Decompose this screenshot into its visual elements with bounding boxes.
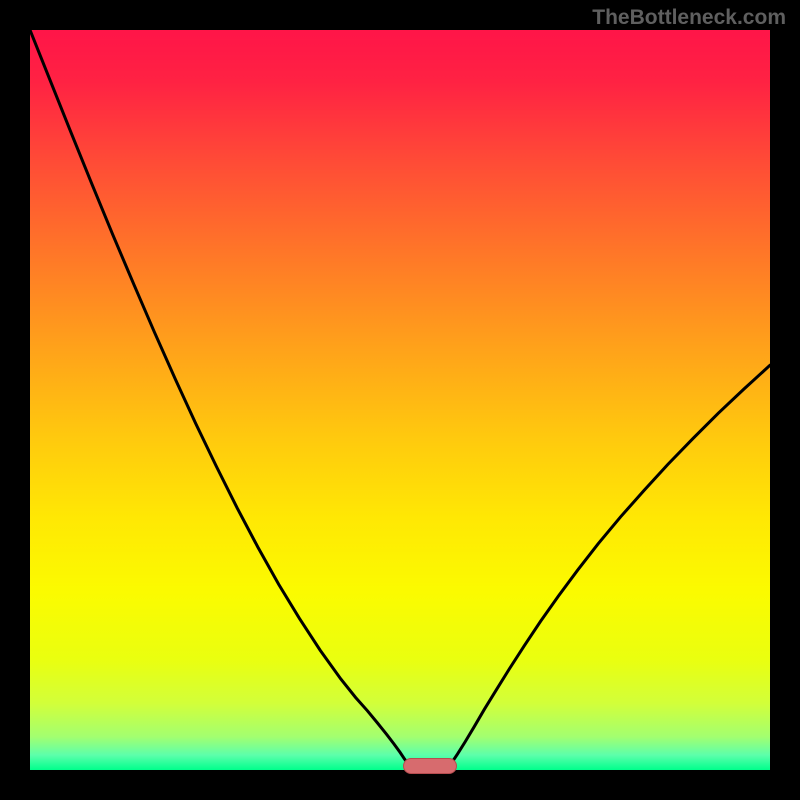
watermark-text: TheBottleneck.com xyxy=(592,6,786,30)
left-curve xyxy=(30,30,413,770)
optimum-marker xyxy=(403,758,457,774)
chart-area xyxy=(30,30,770,770)
bottleneck-curves xyxy=(30,30,770,770)
right-curve xyxy=(446,365,770,770)
